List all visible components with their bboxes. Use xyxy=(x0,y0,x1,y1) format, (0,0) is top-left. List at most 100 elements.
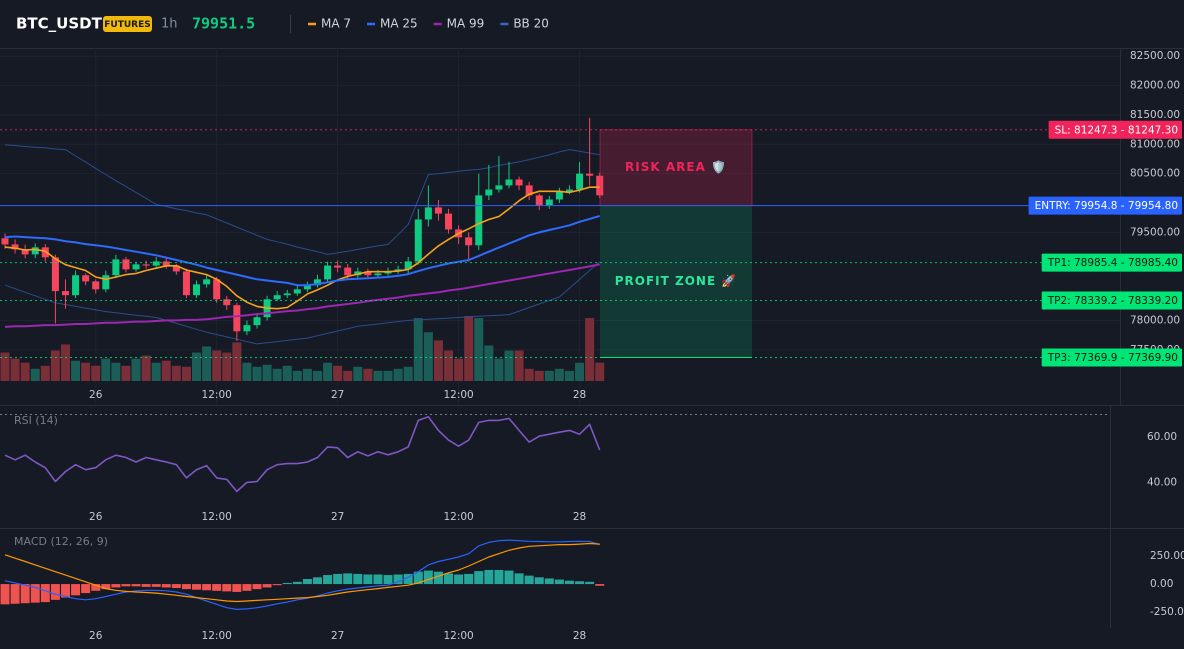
volume-bar xyxy=(494,358,504,381)
volume-bar xyxy=(484,345,494,381)
candle-body xyxy=(41,247,49,258)
volume-bar xyxy=(343,370,353,381)
candle-body xyxy=(495,185,503,190)
histogram-bar xyxy=(242,584,252,591)
histogram-bar xyxy=(403,573,413,585)
volume-bar xyxy=(131,358,141,381)
histogram-bar xyxy=(151,584,161,587)
histogram-bar xyxy=(353,573,363,585)
y-tick-label: -250.00 xyxy=(1150,606,1184,618)
volume-bar xyxy=(161,360,171,381)
candle-body xyxy=(404,261,412,270)
histogram-bar xyxy=(413,571,423,585)
y-tick-label: 78000.00 xyxy=(1130,314,1180,326)
volume-bar xyxy=(423,332,433,381)
x-tick-label: 26 xyxy=(89,389,103,401)
interval: 1h xyxy=(161,17,178,32)
volume-bar xyxy=(81,362,91,381)
bb-upper xyxy=(4,144,600,255)
level-label: TP3: 77369.9 - 77369.90 xyxy=(1047,352,1178,364)
candle-body xyxy=(434,207,442,214)
histogram-bar xyxy=(141,584,151,587)
histogram-bar xyxy=(272,584,282,586)
macd-line xyxy=(4,539,600,610)
annotation: RISK AREA 🛡️ xyxy=(625,160,727,174)
histogram-bar xyxy=(343,573,353,585)
candle-body xyxy=(293,289,301,294)
x-tick-label: 12:00 xyxy=(443,389,473,401)
candle-body xyxy=(424,207,432,220)
candle-body xyxy=(334,265,342,268)
x-tick-label: 12:00 xyxy=(202,511,232,523)
candle-body xyxy=(51,257,59,292)
volume-bar xyxy=(50,350,60,381)
profit-zone xyxy=(600,205,752,358)
candle-body xyxy=(545,199,553,206)
volume-bar xyxy=(282,365,292,381)
histogram-bar xyxy=(585,581,595,585)
candle-body xyxy=(515,179,523,186)
histogram-bar xyxy=(564,580,574,585)
volume-bar xyxy=(60,344,70,381)
volume-bar xyxy=(393,368,403,381)
signal-line xyxy=(4,542,600,603)
y-tick-label: 82500.00 xyxy=(1130,50,1180,62)
histogram-bar xyxy=(101,584,111,590)
histogram-bar xyxy=(393,574,403,585)
legend-label: BB 20 xyxy=(513,17,549,31)
volume-bar xyxy=(242,362,252,381)
volume-bar xyxy=(141,355,151,381)
histogram-bar xyxy=(484,569,494,585)
candle-body xyxy=(505,179,513,186)
candle-body xyxy=(1,238,9,245)
histogram-bar xyxy=(595,584,605,586)
histogram-bar xyxy=(282,582,292,585)
candle-body xyxy=(324,265,332,280)
histogram-bar xyxy=(333,573,343,585)
volume-bar xyxy=(504,350,514,381)
candle-body xyxy=(475,195,483,246)
level-label-bg xyxy=(1048,120,1182,139)
histogram-bar xyxy=(383,575,393,585)
x-tick-label: 12:00 xyxy=(202,630,232,642)
volume-bar xyxy=(575,362,585,381)
histogram-bar xyxy=(212,584,222,591)
x-tick-label: 28 xyxy=(573,511,586,523)
legend-label: MA 25 xyxy=(380,17,418,31)
level-label: TP1: 78985.4 - 78985.40 xyxy=(1047,257,1178,269)
volume-bar xyxy=(333,365,343,381)
histogram-bar xyxy=(111,584,121,588)
candle-body xyxy=(11,244,19,250)
histogram-bar xyxy=(302,579,312,585)
rsi-line xyxy=(4,416,601,493)
volume-bar xyxy=(232,342,242,381)
histogram-bar xyxy=(0,584,10,605)
volume-bar xyxy=(383,370,393,381)
volume-bar xyxy=(20,362,30,381)
candle-body xyxy=(122,259,130,270)
histogram-bar xyxy=(474,571,484,585)
level-label-bg xyxy=(1041,348,1182,367)
candle-body xyxy=(344,267,352,276)
volume-bar xyxy=(171,365,181,381)
histogram-bar xyxy=(312,577,322,585)
candle-body xyxy=(283,293,291,296)
volume-bar xyxy=(91,365,101,381)
candle-body xyxy=(61,291,69,296)
histogram-bar xyxy=(131,584,141,587)
x-tick-label: 26 xyxy=(89,630,103,642)
risk-zone xyxy=(599,129,753,207)
histogram-bar xyxy=(524,575,534,585)
volume-bar xyxy=(71,360,81,381)
level-label: SL: 81247.3 - 81247.30 xyxy=(1055,124,1178,136)
volume-bar xyxy=(252,366,262,381)
histogram-bar xyxy=(60,584,70,598)
candle-body xyxy=(374,273,382,276)
histogram-bar xyxy=(464,573,474,585)
candle-body xyxy=(82,275,90,282)
candle-body xyxy=(162,261,170,266)
histogram-bar xyxy=(161,584,171,588)
histogram-bar xyxy=(121,584,131,587)
volume-bar xyxy=(0,352,10,381)
volume-bar xyxy=(111,362,121,381)
